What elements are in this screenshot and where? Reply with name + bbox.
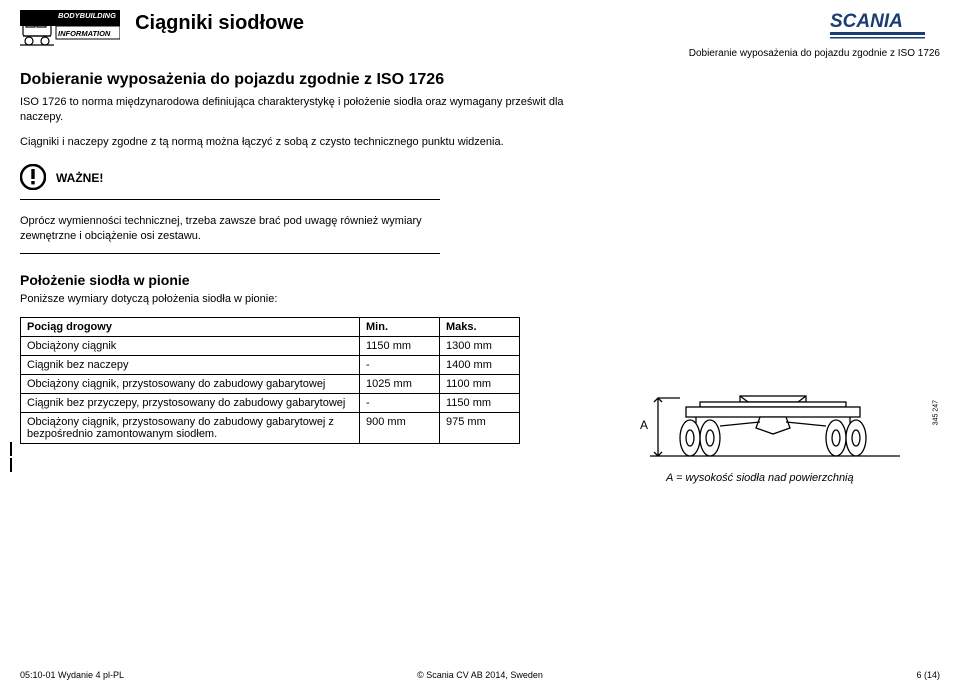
section-para-1: ISO 1726 to norma międzynarodowa definiu…	[20, 95, 580, 125]
change-bar	[10, 458, 12, 472]
table-col-header: Min.	[360, 318, 440, 337]
dimensions-table: Pociąg drogowy Min. Maks. Obciążony ciąg…	[20, 317, 520, 444]
diagram-reference-code: 345 247	[932, 400, 939, 425]
table-cell: 1400 mm	[440, 356, 520, 375]
table-row: Ciągnik bez przyczepy, przystosowany do …	[21, 394, 520, 413]
main-content: Dobieranie wyposażenia do pojazdu zgodni…	[20, 70, 580, 444]
axle-diagram	[640, 456, 910, 468]
change-bar	[10, 442, 12, 456]
table-cell: Obciążony ciągnik	[21, 337, 360, 356]
diagram-area: A	[640, 390, 930, 468]
table-cell: 900 mm	[360, 413, 440, 444]
table-col-header: Maks.	[440, 318, 520, 337]
header-right-caption: Dobieranie wyposażenia do pojazdu zgodni…	[689, 48, 940, 59]
warning-divider-top	[20, 199, 440, 200]
table-cell: Obciążony ciągnik, przystosowany do zabu…	[21, 413, 360, 444]
scania-logo: SCANIA	[830, 10, 940, 45]
table-cell: Ciągnik bez naczepy	[21, 356, 360, 375]
diagram-caption-rest: = wysokość siodła nad powierzchnią	[676, 472, 854, 484]
table-row: Obciążony ciągnik, przystosowany do zabu…	[21, 413, 520, 444]
warning-divider-bottom	[20, 253, 440, 254]
section-heading: Dobieranie wyposażenia do pojazdu zgodni…	[20, 70, 580, 89]
page-footer: 05:10-01 Wydanie 4 pl-PL © Scania CV AB …	[20, 670, 940, 680]
section-para-2: Ciągniki i naczepy zgodne z tą normą moż…	[20, 135, 580, 150]
table-cell: 1150 mm	[440, 394, 520, 413]
footer-right: 6 (14)	[916, 670, 940, 680]
diagram-dimension-label: A	[640, 418, 648, 432]
table-cell: Ciągnik bez przyczepy, przystosowany do …	[21, 394, 360, 413]
warning-icon	[20, 164, 46, 193]
svg-text:INFORMATION: INFORMATION	[58, 29, 111, 38]
table-row: Obciążony ciągnik, przystosowany do zabu…	[21, 375, 520, 394]
subsection-intro: Poniższe wymiary dotyczą położenia siodł…	[20, 292, 580, 307]
table-cell: -	[360, 394, 440, 413]
footer-center: © Scania CV AB 2014, Sweden	[20, 670, 940, 680]
bodybuilding-info-badge: BODYBUILDING INFORMATION	[20, 10, 120, 48]
table-cell: 1150 mm	[360, 337, 440, 356]
diagram-caption: A = wysokość siodła nad powierzchnią	[666, 472, 854, 484]
subsection-heading: Położenie siodła w pionie	[20, 272, 580, 288]
table-col-header: Pociąg drogowy	[21, 318, 360, 337]
table-cell: 1025 mm	[360, 375, 440, 394]
document-title: Ciągniki siodłowe	[135, 12, 304, 35]
table-header-row: Pociąg drogowy Min. Maks.	[21, 318, 520, 337]
table-row: Obciążony ciągnik1150 mm1300 mm	[21, 337, 520, 356]
svg-text:BODYBUILDING: BODYBUILDING	[58, 11, 116, 20]
table-row: Ciągnik bez naczepy-1400 mm	[21, 356, 520, 375]
warning-text: Oprócz wymienności technicznej, trzeba z…	[20, 214, 440, 244]
warning-block: WAŻNE!	[20, 164, 580, 193]
table-cell: Obciążony ciągnik, przystosowany do zabu…	[21, 375, 360, 394]
table-cell: 975 mm	[440, 413, 520, 444]
table-cell: 1100 mm	[440, 375, 520, 394]
svg-text:SCANIA: SCANIA	[830, 11, 903, 32]
table-cell: -	[360, 356, 440, 375]
diagram-caption-var: A	[666, 472, 673, 484]
warning-label: WAŻNE!	[56, 171, 103, 185]
table-cell: 1300 mm	[440, 337, 520, 356]
